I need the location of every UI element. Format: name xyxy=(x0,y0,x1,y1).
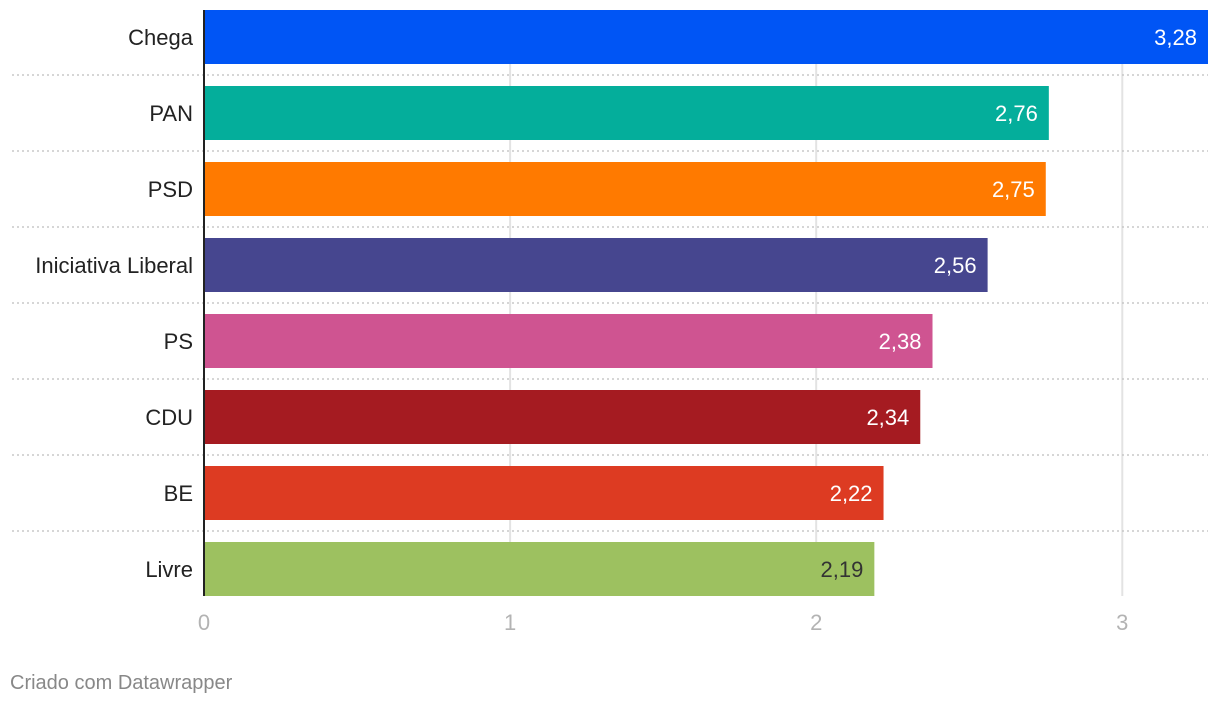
category-label: BE xyxy=(164,481,193,506)
bar xyxy=(204,314,933,368)
value-label: 2,75 xyxy=(992,177,1035,202)
value-label: 2,19 xyxy=(821,557,864,582)
bar xyxy=(204,466,884,520)
value-label: 3,28 xyxy=(1154,25,1197,50)
bar xyxy=(204,162,1046,216)
x-tick-label: 2 xyxy=(810,610,822,635)
category-label: Iniciativa Liberal xyxy=(35,253,193,278)
value-label: 2,76 xyxy=(995,101,1038,126)
category-label: Livre xyxy=(145,557,193,582)
x-tick-label: 0 xyxy=(198,610,210,635)
category-label: PS xyxy=(164,329,193,354)
value-label: 2,34 xyxy=(866,405,909,430)
x-axis-ticks: 0 1 2 3 xyxy=(198,610,1129,635)
x-tick-label: 1 xyxy=(504,610,516,635)
bars xyxy=(204,10,1208,596)
bar xyxy=(204,542,875,596)
bar-chart: Chega PAN PSD Iniciativa Liberal PS CDU BE Livr… xyxy=(12,10,1208,635)
value-labels: 3,28 2,76 2,75 2,56 2,38 2,34 2,22 2,19 xyxy=(821,25,1197,582)
bar xyxy=(204,390,921,444)
bar xyxy=(204,10,1208,64)
row-separators xyxy=(12,74,1208,532)
value-label: 2,38 xyxy=(879,329,922,354)
bar xyxy=(204,238,988,292)
category-label: Chega xyxy=(128,25,194,50)
value-label: 2,56 xyxy=(934,253,977,278)
bar xyxy=(204,86,1049,140)
x-tick-label: 3 xyxy=(1116,610,1128,635)
value-label: 2,22 xyxy=(830,481,873,506)
category-label: PSD xyxy=(148,177,193,202)
category-label: CDU xyxy=(145,405,193,430)
category-label: PAN xyxy=(149,101,193,126)
credit-text: Criado com Datawrapper xyxy=(10,672,233,694)
category-labels: Chega PAN PSD Iniciativa Liberal PS CDU BE Livr… xyxy=(35,25,194,582)
